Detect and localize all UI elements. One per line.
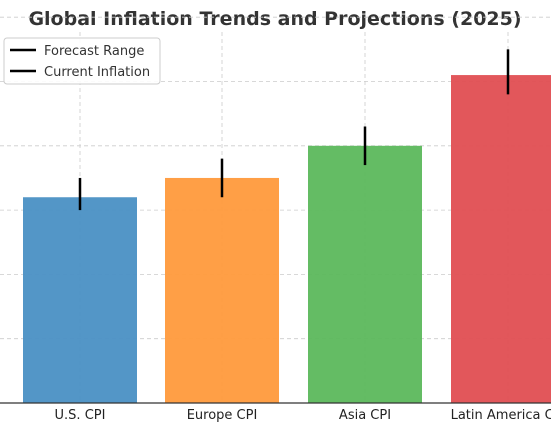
x-tick-label: Latin America CPI bbox=[451, 408, 551, 423]
bar-latin-america-cpi bbox=[451, 75, 551, 403]
x-tick-label: Asia CPI bbox=[339, 408, 391, 423]
legend-label-current-inflation: Current Inflation bbox=[44, 65, 150, 80]
x-tick-labels: U.S. CPI Europe CPI Asia CPI Latin America … bbox=[55, 408, 551, 423]
error-bars-group bbox=[78, 49, 510, 211]
bar-europe-cpi bbox=[165, 177, 279, 403]
bar-u-s-cpi bbox=[23, 197, 137, 403]
x-tick-label: Europe CPI bbox=[187, 408, 258, 423]
bar-asia-cpi bbox=[308, 145, 422, 404]
bars-group bbox=[23, 75, 551, 404]
legend-box bbox=[3, 37, 161, 85]
legend: Forecast Range Current Inflation bbox=[3, 37, 161, 85]
chart-title: Global Inflation Trends and Projections … bbox=[28, 8, 521, 30]
legend-label-forecast-range: Forecast Range bbox=[44, 44, 144, 59]
x-tick-label: U.S. CPI bbox=[55, 408, 106, 423]
